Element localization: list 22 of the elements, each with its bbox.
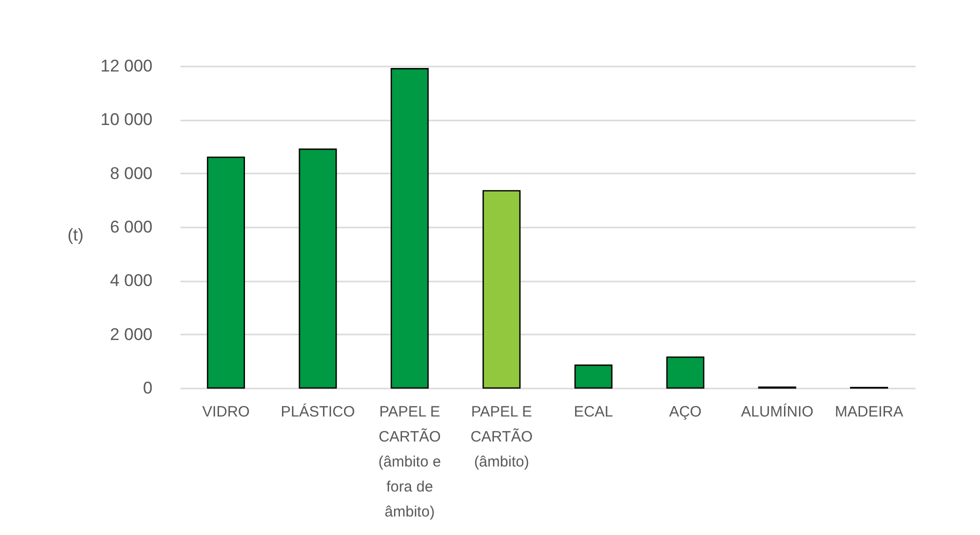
y-tick-label: 8 000 [110,164,152,183]
y-tick-label: 0 [143,378,152,398]
y-tick-label: 2 000 [110,324,152,344]
bar [482,190,521,389]
x-tick-label: PAPEL E CARTÃO (âmbito) [470,404,533,470]
y-tick-label: 6 000 [110,218,152,236]
bar [298,148,337,389]
x-tick-label: PLÁSTICO [280,402,355,420]
y-tick-label: 4 000 [110,271,152,290]
x-tick-label: MADEIRA [834,404,904,420]
x-tick-label: VIDRO [202,404,250,420]
bar [574,364,612,389]
y-axis-title: (t) [67,226,84,244]
bar [666,356,704,389]
x-tick-label: AÇO [669,404,702,420]
bar [390,68,429,389]
y-tick-label: 12 000 [100,56,152,76]
x-tick-label: ALUMÍNIO [740,402,814,420]
y-tick-label: 10 000 [100,110,152,130]
x-tick-label: ECAL [574,404,614,420]
bar [206,156,245,389]
x-tick-label: PAPEL E CARTÃO (âmbito e fora de âmbito) [378,404,441,520]
